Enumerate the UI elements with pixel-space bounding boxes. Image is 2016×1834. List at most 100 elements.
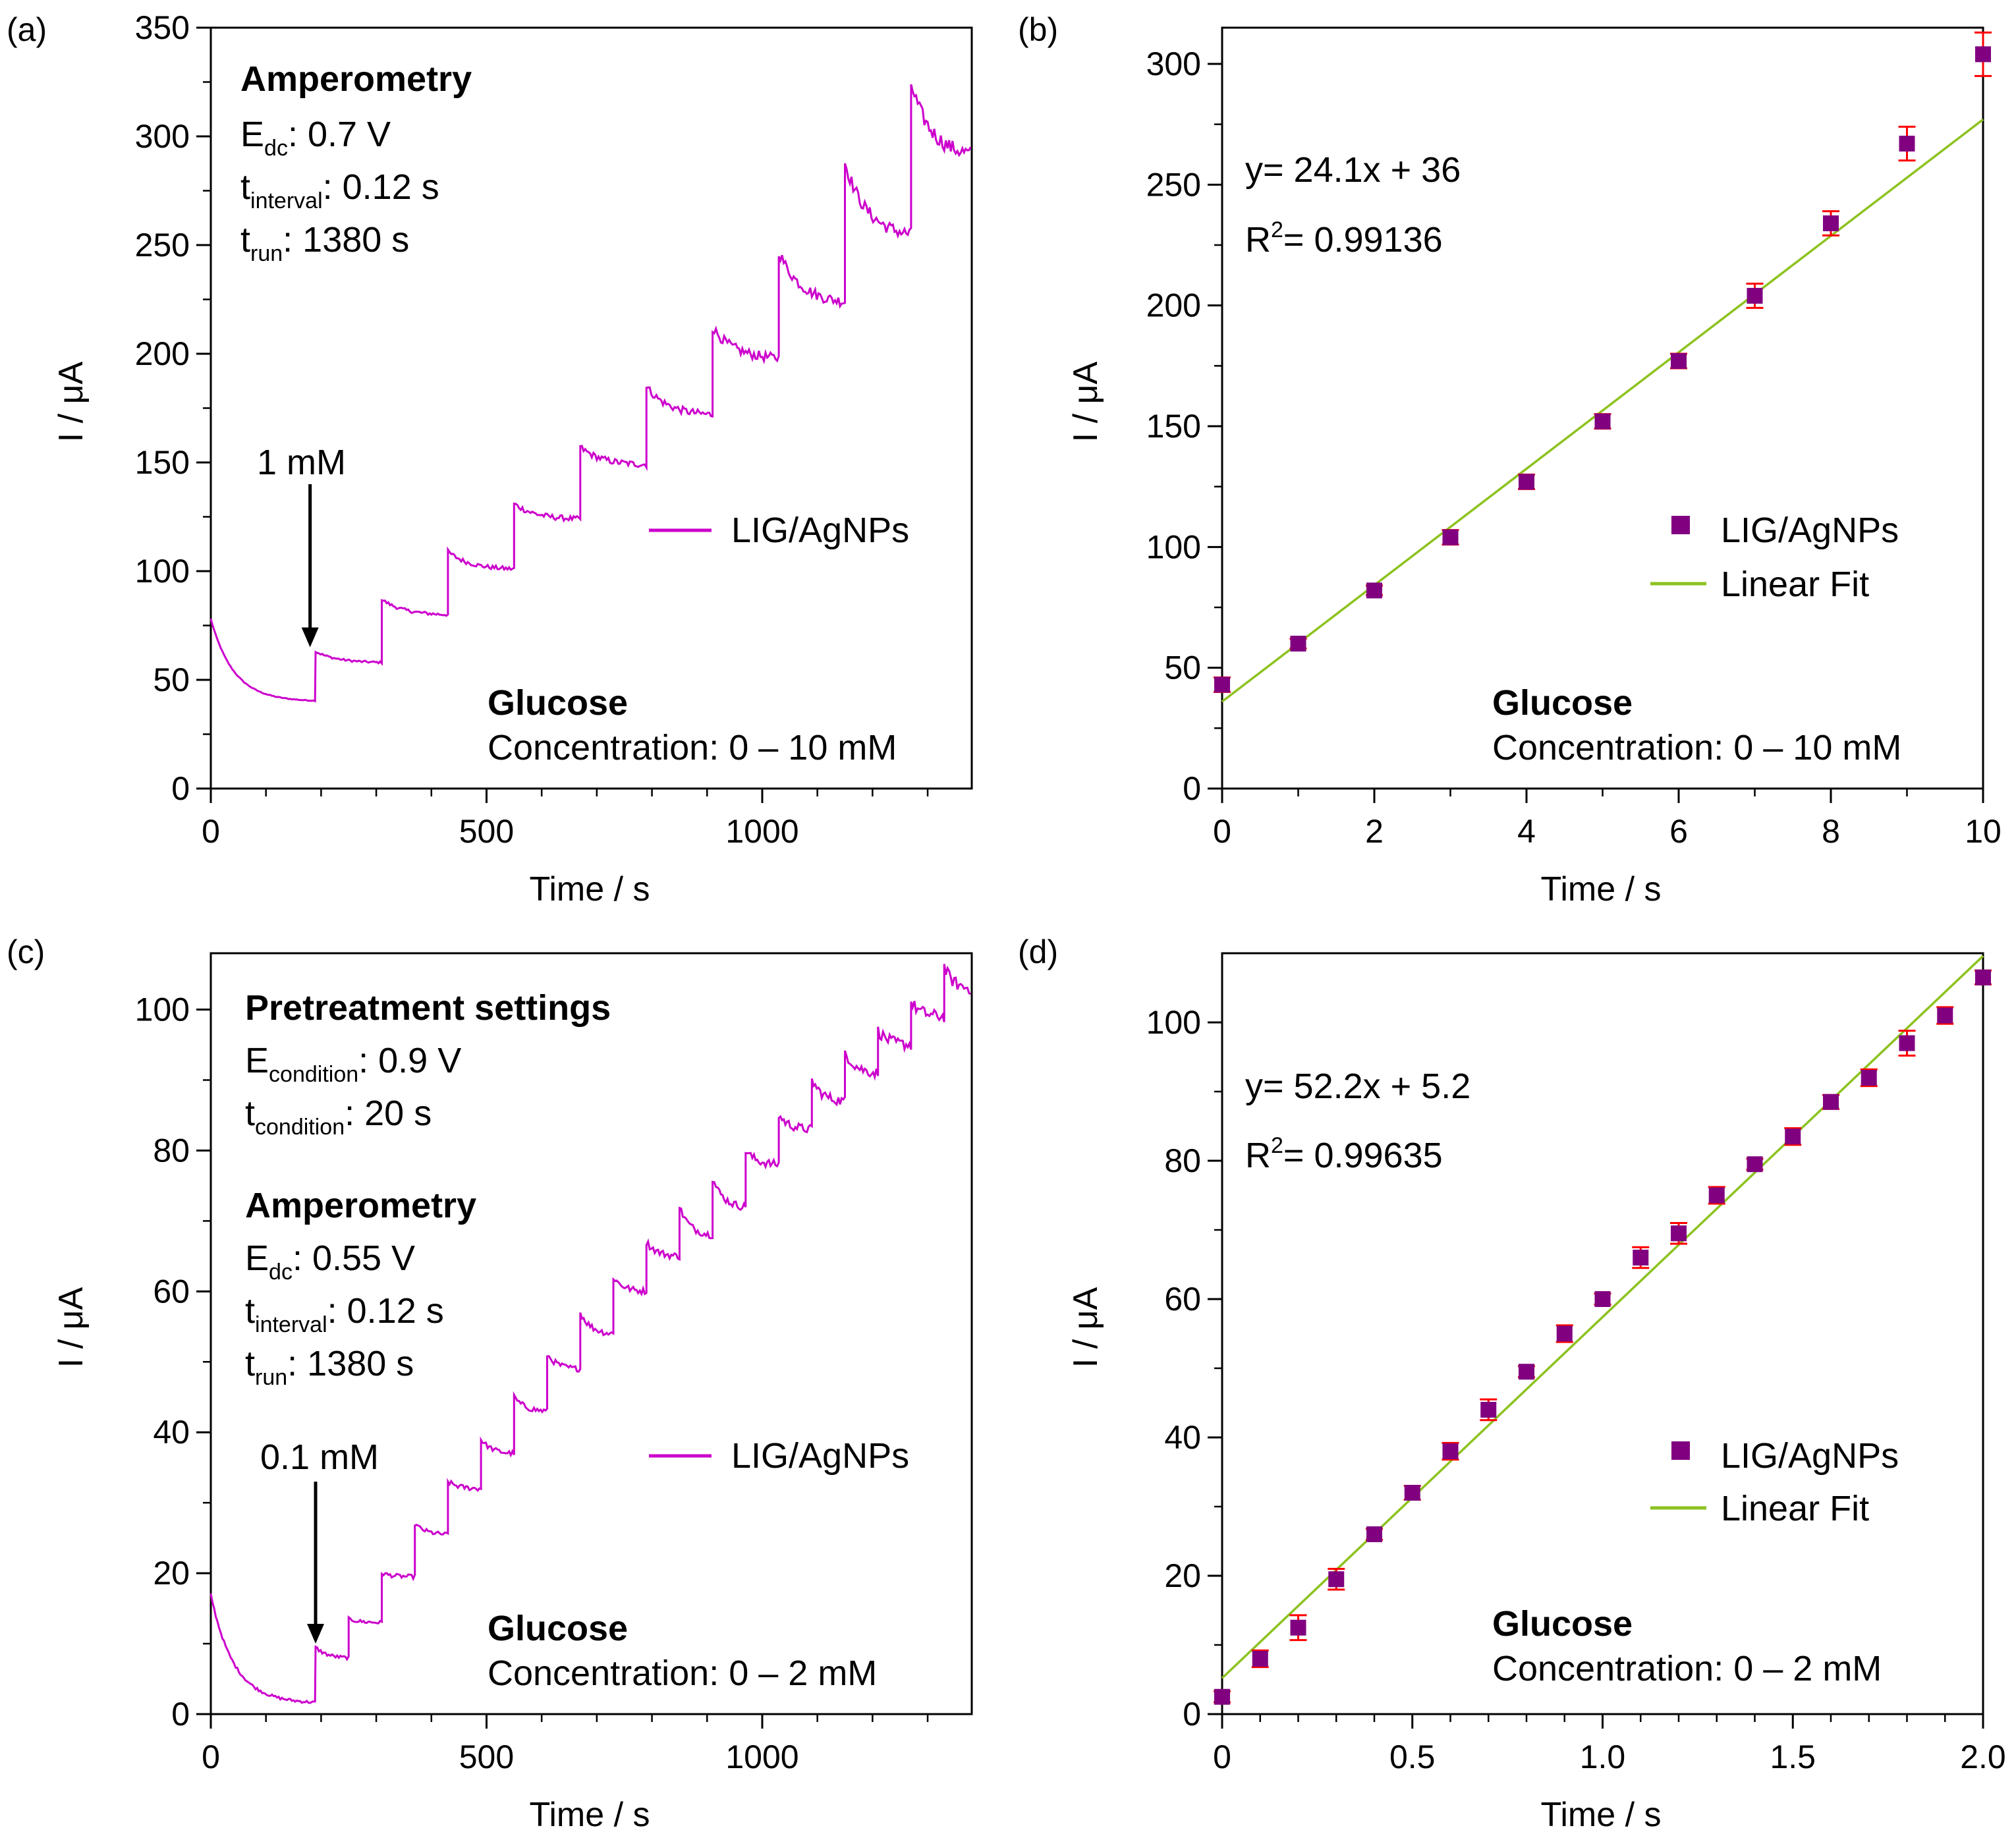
y-tick-label: 60 bbox=[1164, 1281, 1201, 1318]
footer-text: Concentration: 0 – 10 mM bbox=[1492, 728, 1901, 767]
x-tick-label: 500 bbox=[459, 813, 514, 850]
footer-title: Glucose bbox=[488, 1609, 628, 1648]
panel-a: (a) 0 500 1000 0 50 100 150 200 250 300 350 Time /… bbox=[7, 9, 973, 908]
y-tick-label: 250 bbox=[135, 227, 190, 264]
x-tick-label: 0 bbox=[202, 1738, 220, 1775]
x-tick-label: 2.0 bbox=[1960, 1738, 2006, 1775]
y-tick-label: 100 bbox=[135, 991, 190, 1028]
y-tick-label: 300 bbox=[135, 118, 190, 155]
annotation-title: Pretreatment settings bbox=[245, 988, 611, 1028]
y-tick-label: 350 bbox=[135, 9, 190, 46]
y-tick-label: 0 bbox=[171, 1696, 190, 1733]
data-point bbox=[1519, 1364, 1534, 1380]
data-point bbox=[1214, 1688, 1230, 1705]
data-point bbox=[1708, 1187, 1725, 1204]
data-point bbox=[1594, 413, 1611, 430]
data-point bbox=[1366, 582, 1382, 599]
data-point bbox=[1519, 474, 1534, 490]
panel-d: (d) 0 0.5 1.0 1.5 2.0 0 20 40 60 80 100 Time / s I… bbox=[1018, 933, 2006, 1834]
x-tick-label: 1.0 bbox=[1580, 1738, 1626, 1775]
data-point bbox=[1366, 1526, 1382, 1542]
plot-area: 0 0.5 1.0 1.5 2.0 0 20 40 60 80 100 bbox=[1146, 952, 2006, 1775]
data-point bbox=[1328, 1571, 1345, 1588]
x-tick-label: 10 bbox=[1965, 813, 2002, 850]
y-tick-label: 40 bbox=[153, 1414, 190, 1451]
footer-title: Glucose bbox=[1492, 683, 1633, 723]
arrow-label: 0.1 mM bbox=[260, 1437, 379, 1477]
x-tick-label: 4 bbox=[1517, 813, 1536, 850]
footer-text: Concentration: 0 – 10 mM bbox=[488, 728, 897, 767]
y-tick-label: 40 bbox=[1164, 1419, 1201, 1456]
y-tick-label: 150 bbox=[1146, 408, 1201, 445]
y-axis-label: I / μA bbox=[1067, 361, 1105, 442]
data-point bbox=[1252, 1651, 1268, 1667]
panel-label: (c) bbox=[7, 933, 45, 970]
annotation-line: Edc: 0.55 V bbox=[245, 1238, 415, 1285]
y-tick-label: 80 bbox=[1164, 1142, 1201, 1179]
annotation-line: Edc: 0.7 V bbox=[240, 115, 391, 161]
data-point bbox=[1823, 1094, 1839, 1110]
data-point bbox=[1785, 1128, 1801, 1145]
footer-text: Concentration: 0 – 2 mM bbox=[1492, 1649, 1882, 1688]
x-tick-label: 0 bbox=[1213, 813, 1231, 850]
x-tick-label: 6 bbox=[1669, 813, 1688, 850]
annotation-title: Amperometry bbox=[245, 1186, 476, 1225]
data-point bbox=[1442, 1443, 1459, 1459]
y-axis-label: I / μA bbox=[52, 361, 90, 442]
y-axis-label: I / μA bbox=[52, 1287, 90, 1368]
data-point bbox=[1747, 1156, 1763, 1173]
data-point bbox=[1899, 1035, 1915, 1051]
data-point bbox=[1290, 1619, 1306, 1636]
data-point bbox=[1975, 969, 1991, 986]
y-tick-label: 0 bbox=[171, 770, 190, 807]
legend-marker-swatch bbox=[1671, 516, 1690, 534]
footer-title: Glucose bbox=[1492, 1604, 1633, 1644]
fit-r-squared: R2= 0.99635 bbox=[1245, 1133, 1443, 1175]
plot-area: 0 500 1000 0 50 100 150 200 250 300 350 bbox=[135, 9, 973, 850]
data-point bbox=[1214, 677, 1230, 693]
fit-line bbox=[1221, 118, 1984, 703]
data-point bbox=[1861, 1070, 1877, 1086]
x-tick-label: 1000 bbox=[725, 813, 798, 850]
annotation-line: tinterval: 0.12 s bbox=[240, 167, 439, 213]
x-tick-label: 0.5 bbox=[1389, 1738, 1436, 1775]
data-point bbox=[1290, 636, 1306, 652]
fit-line bbox=[1221, 955, 1984, 1679]
panel-label: (d) bbox=[1018, 933, 1058, 970]
x-axis-label: Time / s bbox=[530, 1796, 650, 1834]
plot-frame bbox=[210, 952, 973, 1715]
arrow-label: 1 mM bbox=[257, 443, 346, 482]
y-tick-label: 20 bbox=[153, 1555, 190, 1592]
data-point bbox=[1404, 1485, 1420, 1501]
data-point bbox=[1899, 136, 1915, 152]
x-tick-label: 500 bbox=[459, 1738, 514, 1775]
data-point bbox=[1975, 46, 1991, 63]
panel-c: (c) 0 500 1000 0 20 40 60 80 100 Time / s I / μA… bbox=[7, 933, 973, 1834]
fit-equation: y= 24.1x + 36 bbox=[1245, 150, 1461, 190]
plot-area: 0 500 1000 0 20 40 60 80 100 bbox=[135, 952, 973, 1775]
fit-r-squared: R2= 0.99136 bbox=[1245, 217, 1443, 260]
y-tick-label: 300 bbox=[1146, 45, 1201, 82]
annotation-line: tcondition: 20 s bbox=[245, 1094, 432, 1140]
data-point bbox=[1556, 1325, 1573, 1342]
panel-label: (a) bbox=[7, 11, 47, 48]
fit-equation: y= 52.2x + 5.2 bbox=[1245, 1067, 1470, 1106]
data-point bbox=[1594, 1291, 1611, 1307]
legend-label: LIG/AgNPs bbox=[731, 1436, 909, 1476]
legend-label: LIG/AgNPs bbox=[1721, 1436, 1899, 1476]
data-point bbox=[1823, 215, 1839, 231]
panel-label: (b) bbox=[1018, 11, 1058, 48]
legend-label: Linear Fit bbox=[1721, 565, 1869, 604]
data-point bbox=[1633, 1250, 1649, 1265]
series-line-lig-agnps bbox=[210, 964, 972, 1704]
footer-text: Concentration: 0 – 2 mM bbox=[488, 1653, 877, 1693]
legend-marker-swatch bbox=[1671, 1441, 1690, 1460]
annotation-line: tinterval: 0.12 s bbox=[245, 1291, 444, 1337]
annotation-line: trun: 1380 s bbox=[240, 220, 409, 266]
data-point bbox=[1937, 1007, 1953, 1024]
x-axis-label: Time / s bbox=[1541, 870, 1662, 908]
data-point bbox=[1671, 353, 1687, 369]
x-tick-label: 2 bbox=[1365, 813, 1384, 850]
